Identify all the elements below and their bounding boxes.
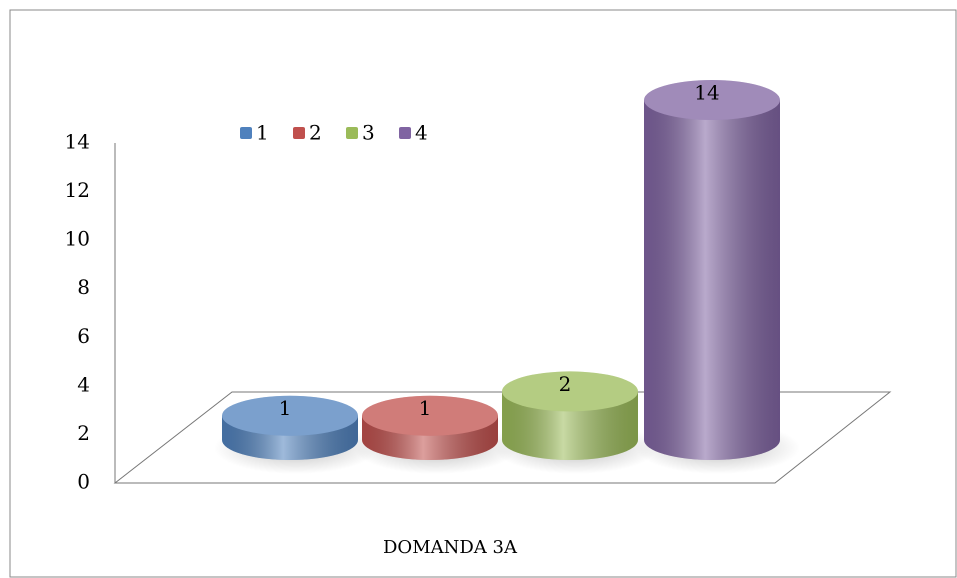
- bar-top-shine: [222, 395, 358, 436]
- value-label: 2: [559, 372, 572, 396]
- bar-top: [222, 395, 358, 436]
- bar-shine: [644, 100, 780, 460]
- bar-top: [502, 371, 638, 412]
- value-label: 1: [419, 396, 432, 420]
- bar-top-shine: [644, 80, 780, 120]
- legend-swatch: [346, 127, 358, 139]
- value-label: 14: [694, 81, 719, 105]
- frame: [9, 9, 957, 578]
- bar-top: [362, 395, 498, 436]
- legend-swatch: [399, 127, 411, 139]
- legend-label: 3: [362, 121, 375, 145]
- legend-label: 1: [256, 121, 269, 145]
- y-tick-label: 12: [65, 178, 90, 202]
- bar-top-shine: [502, 371, 638, 412]
- bar-top-shine: [362, 395, 498, 436]
- legend-swatch: [240, 127, 252, 139]
- y-tick-label: 0: [77, 470, 90, 494]
- y-tick-label: 4: [77, 372, 90, 396]
- y-tick-label: 2: [77, 421, 90, 445]
- y-tick-label: 14: [65, 130, 90, 154]
- legend-label: 4: [415, 121, 428, 145]
- y-tick-label: 6: [77, 324, 90, 348]
- floor: [113, 391, 892, 484]
- value-label: 1: [279, 396, 292, 420]
- legend-swatch: [293, 127, 305, 139]
- y-tick-label: 10: [65, 227, 90, 251]
- legend-label: 2: [309, 121, 322, 145]
- bar-top: [644, 80, 780, 120]
- y-tick-label: 8: [77, 275, 90, 299]
- category-label: DOMANDA 3A: [383, 537, 518, 558]
